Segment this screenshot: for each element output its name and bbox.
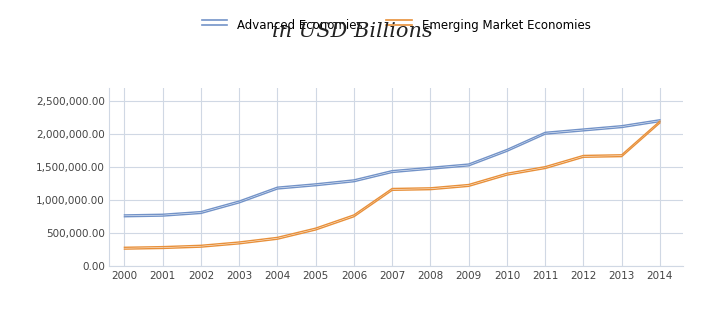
Legend: Advanced Economies, Emerging Market Economies: Advanced Economies, Emerging Market Econ… [201, 18, 591, 32]
Text: in USD Billions: in USD Billions [272, 22, 432, 41]
